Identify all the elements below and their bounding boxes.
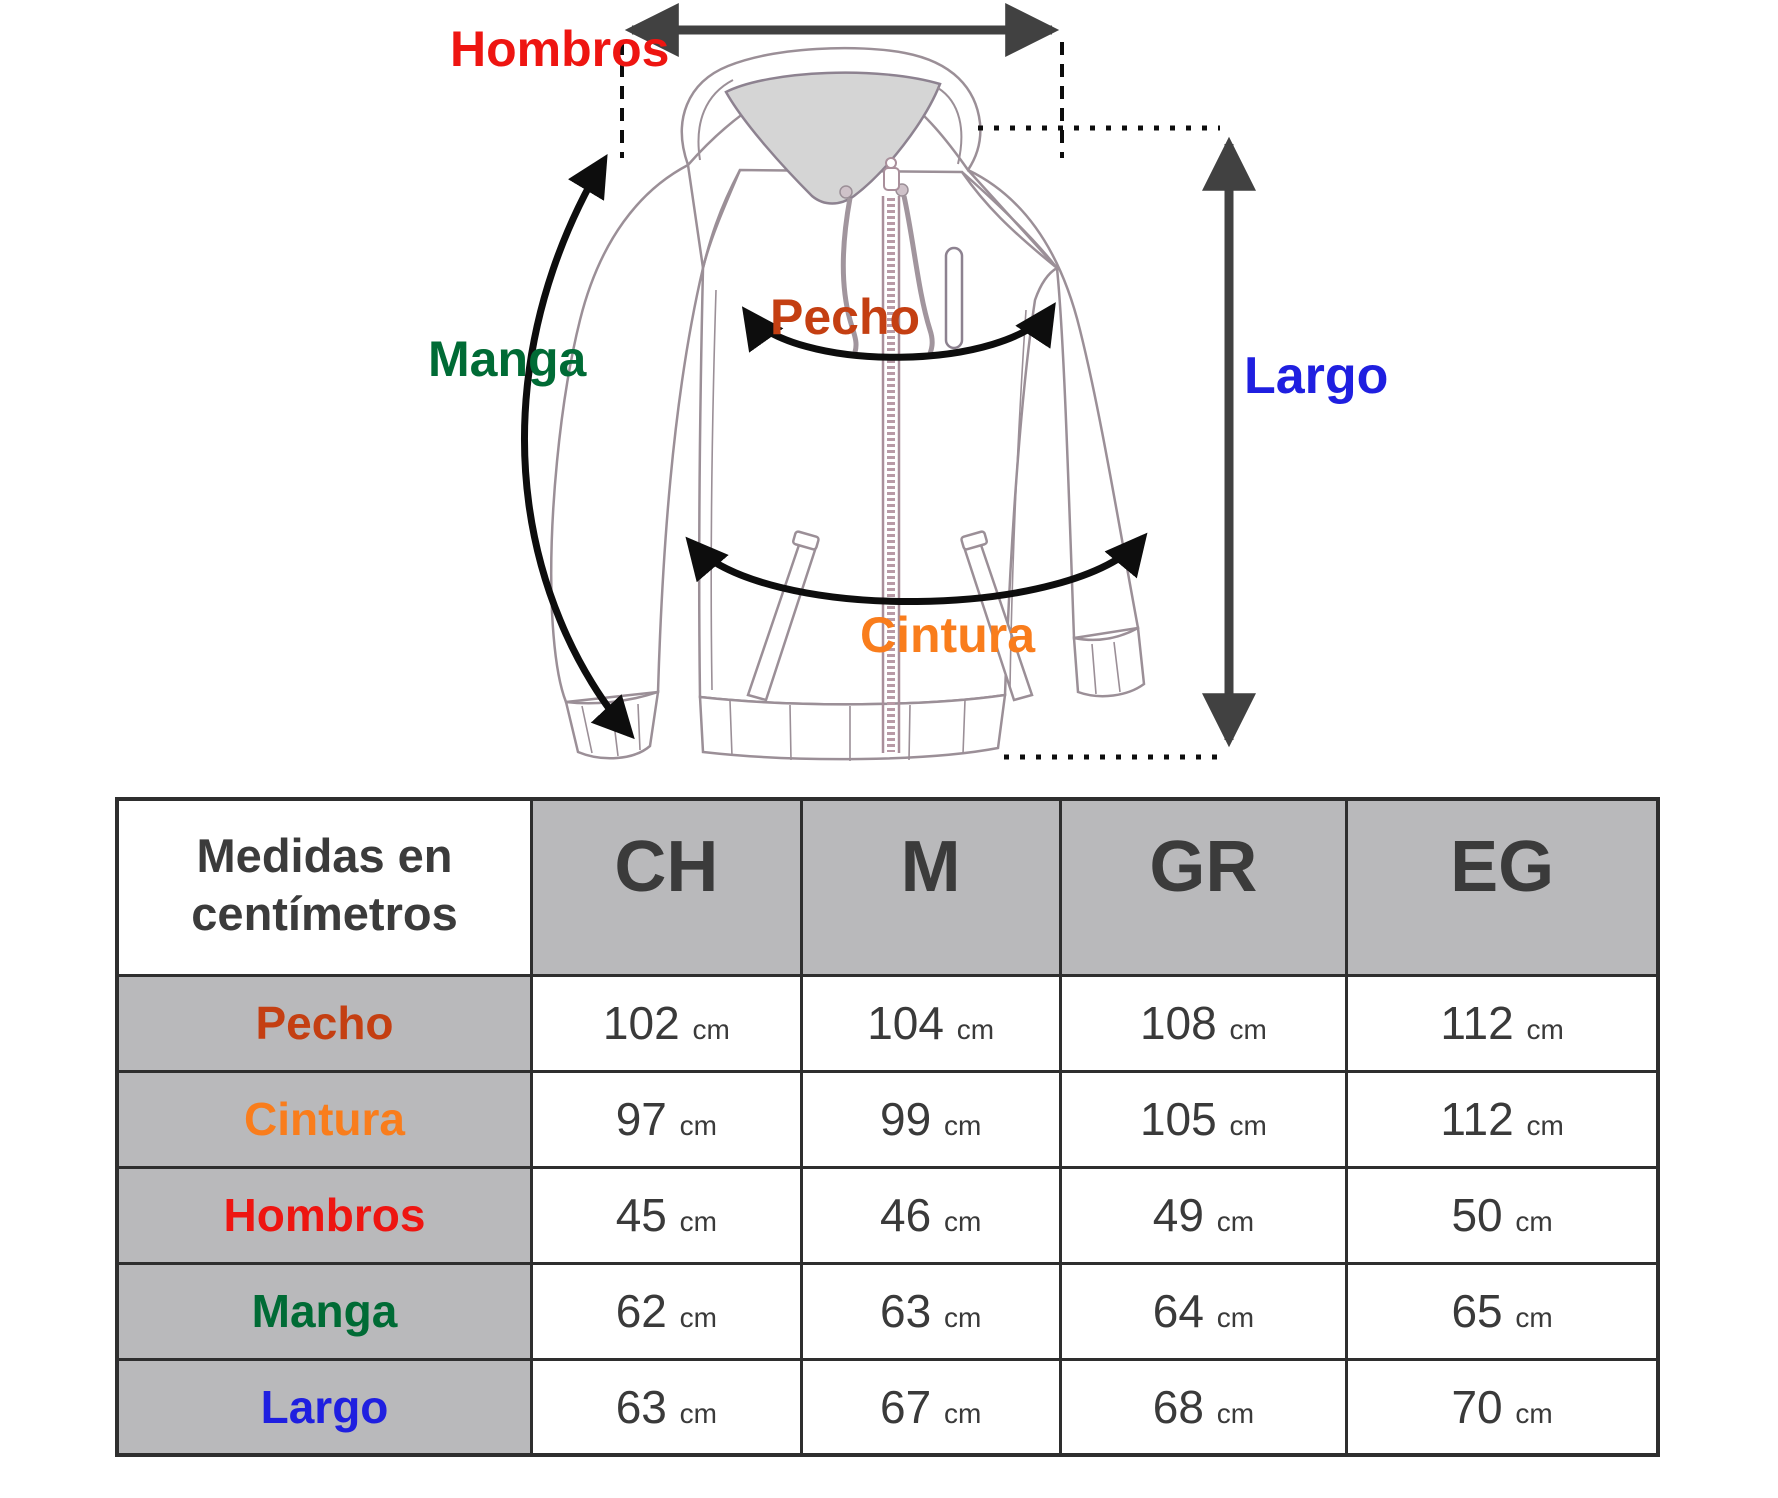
value-cell: 45 cm <box>530 1165 803 1265</box>
value-cell: 62 cm <box>530 1261 803 1361</box>
table-row-manga: Manga 62 cm 63 cm 64 cm 65 cm <box>115 1261 1660 1361</box>
value-cell: 112 cm <box>1345 973 1660 1073</box>
value-cell: 102 cm <box>530 973 803 1073</box>
label-largo: Largo <box>1244 347 1389 405</box>
value-cell: 65 cm <box>1345 1261 1660 1361</box>
value-cell: 104 cm <box>799 973 1062 1073</box>
table-row-hombros: Hombros 45 cm 46 cm 49 cm 50 cm <box>115 1165 1660 1265</box>
value-cell: 112 cm <box>1345 1069 1660 1169</box>
value-cell: 50 cm <box>1345 1165 1660 1265</box>
value-cell: 108 cm <box>1058 973 1349 1073</box>
row-label-pecho: Pecho <box>115 973 534 1073</box>
row-label-manga: Manga <box>115 1261 534 1361</box>
value-cell: 70 cm <box>1345 1357 1660 1457</box>
sleeve-measure-arrow <box>520 153 635 740</box>
size-header-ch: CH <box>530 797 803 977</box>
size-chart-table: Medidas en centímetros CH M GR EG Pecho … <box>115 797 1660 1457</box>
value-cell: 105 cm <box>1058 1069 1349 1169</box>
hoodie-line-art <box>520 2 1256 761</box>
chest-measure-arc <box>741 302 1056 361</box>
corner-header: Medidas en centímetros <box>115 797 534 977</box>
waist-measure-arc <box>685 532 1148 605</box>
table-header-row: Medidas en centímetros CH M GR EG <box>115 797 1660 977</box>
size-header-gr: GR <box>1058 797 1349 977</box>
value-cell: 67 cm <box>799 1357 1062 1457</box>
chest-pocket-slit <box>944 246 964 350</box>
shoulders-extension-dashes <box>620 42 1064 158</box>
hoodie-measurement-diagram: Hombros Manga Pecho Cintura Largo <box>428 2 1389 761</box>
hoodie-outline <box>549 46 1146 761</box>
label-hombros: Hombros <box>450 21 670 77</box>
table-row-pecho: Pecho 102 cm 104 cm 108 cm 112 cm <box>115 973 1660 1073</box>
table-row-largo: Largo 63 cm 67 cm 68 cm 70 cm <box>115 1357 1660 1457</box>
row-label-largo: Largo <box>115 1357 534 1457</box>
value-cell: 97 cm <box>530 1069 803 1169</box>
table-row-cintura: Cintura 97 cm 99 cm 105 cm 112 cm <box>115 1069 1660 1169</box>
value-cell: 46 cm <box>799 1165 1062 1265</box>
row-label-hombros: Hombros <box>115 1165 534 1265</box>
label-manga: Manga <box>428 331 587 387</box>
value-cell: 63 cm <box>799 1261 1062 1361</box>
size-header-m: M <box>799 797 1062 977</box>
value-cell: 99 cm <box>799 1069 1062 1169</box>
value-cell: 49 cm <box>1058 1165 1349 1265</box>
row-label-cintura: Cintura <box>115 1069 534 1169</box>
value-cell: 64 cm <box>1058 1261 1349 1361</box>
zipper <box>881 157 901 753</box>
size-header-eg: EG <box>1345 797 1660 977</box>
label-cintura: Cintura <box>860 607 1035 663</box>
value-cell: 63 cm <box>530 1357 803 1457</box>
value-cell: 68 cm <box>1058 1357 1349 1457</box>
label-pecho: Pecho <box>770 289 921 345</box>
